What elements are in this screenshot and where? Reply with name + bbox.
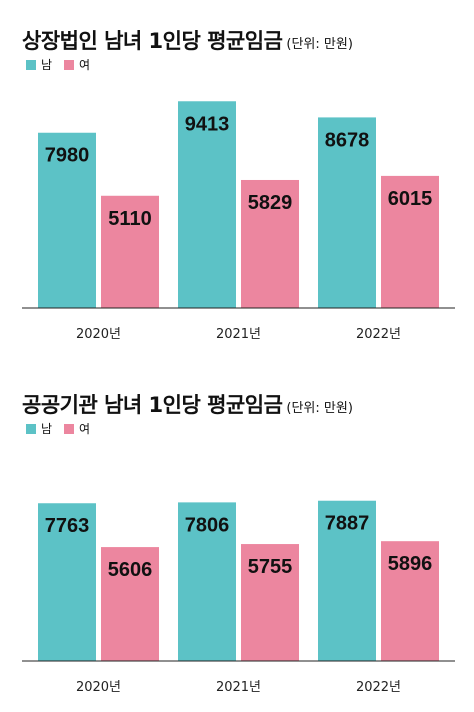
bar-male-1 (38, 503, 96, 661)
chart-legend: 남 여 (26, 420, 102, 437)
chart-panel-public-institutions: 공공기관 남녀 1인당 평균임금 (단위: 만원) 남 여 7763 5606 202… (0, 356, 474, 712)
data-label: 8678 (325, 129, 370, 151)
legend-label-female: 여 (79, 58, 91, 72)
data-label: 5829 (248, 192, 293, 214)
data-label: 7806 (185, 514, 230, 536)
x-tick-label: 2020년 (76, 680, 121, 695)
bar-female-1 (101, 195, 159, 308)
bar-male-3 (318, 500, 376, 661)
legend-label-male: 남 (41, 422, 53, 436)
legend-swatch-male (26, 423, 36, 434)
data-label: 5755 (248, 556, 293, 578)
x-tick-label: 2022년 (356, 327, 401, 342)
chart-unit: (단위: 만원) (286, 37, 353, 52)
chart-unit: (단위: 만원) (286, 401, 353, 416)
bar-female-2 (241, 544, 299, 661)
legend-item-female: 여 (64, 420, 90, 437)
x-tick-label: 2020년 (76, 327, 121, 342)
data-label: 6015 (388, 188, 433, 210)
bar-female-2 (241, 179, 299, 308)
bar-male-2 (178, 101, 236, 308)
legend-swatch-male (26, 59, 36, 70)
legend-item-female: 여 (64, 56, 90, 73)
chart-title-text: 상장법인 남녀 1인당 평균임금 (22, 29, 283, 53)
chart-title-text: 공공기관 남녀 1인당 평균임금 (22, 393, 283, 417)
x-tick-label: 2022년 (356, 680, 401, 695)
data-label: 7980 (45, 145, 90, 167)
bar-male-1 (38, 132, 96, 308)
bar-female-1 (101, 547, 159, 661)
legend-label-female: 여 (79, 422, 91, 436)
data-label: 7887 (325, 513, 370, 535)
bar-male-2 (178, 502, 236, 661)
chart-title: 공공기관 남녀 1인당 평균임금 (단위: 만원) (22, 389, 353, 419)
bar-female-3 (381, 175, 439, 308)
legend-swatch-female (64, 59, 75, 70)
legend-swatch-female (64, 423, 75, 434)
x-tick-label: 2021년 (216, 327, 261, 342)
chart-title: 상장법인 남녀 1인당 평균임금 (단위: 만원) (22, 25, 353, 55)
bar-chart-listed-companies: 7980 5110 2020년 9413 5829 2021년 8678 6015 2022년 (22, 101, 455, 342)
data-label: 9413 (185, 113, 230, 135)
bar-male-3 (318, 117, 376, 308)
legend-item-male: 남 (26, 56, 52, 73)
chart-panel-listed-companies: 상장법인 남녀 1인당 평균임금 (단위: 만원) 남 여 7980 5110 202… (22, 25, 455, 342)
x-tick-label: 2021년 (216, 680, 261, 695)
chart-legend: 남 여 (26, 56, 102, 73)
bar-chart-public-institutions: 7763 5606 2020년 7806 5755 2021년 7887 5896 2022년 (22, 500, 455, 695)
legend-item-male: 남 (26, 420, 52, 437)
legend-label-male: 남 (41, 58, 53, 72)
bar-female-3 (381, 541, 439, 661)
data-label: 5896 (388, 553, 433, 575)
data-label: 5606 (108, 559, 153, 581)
data-label: 7763 (45, 515, 90, 537)
data-label: 5110 (108, 208, 151, 230)
